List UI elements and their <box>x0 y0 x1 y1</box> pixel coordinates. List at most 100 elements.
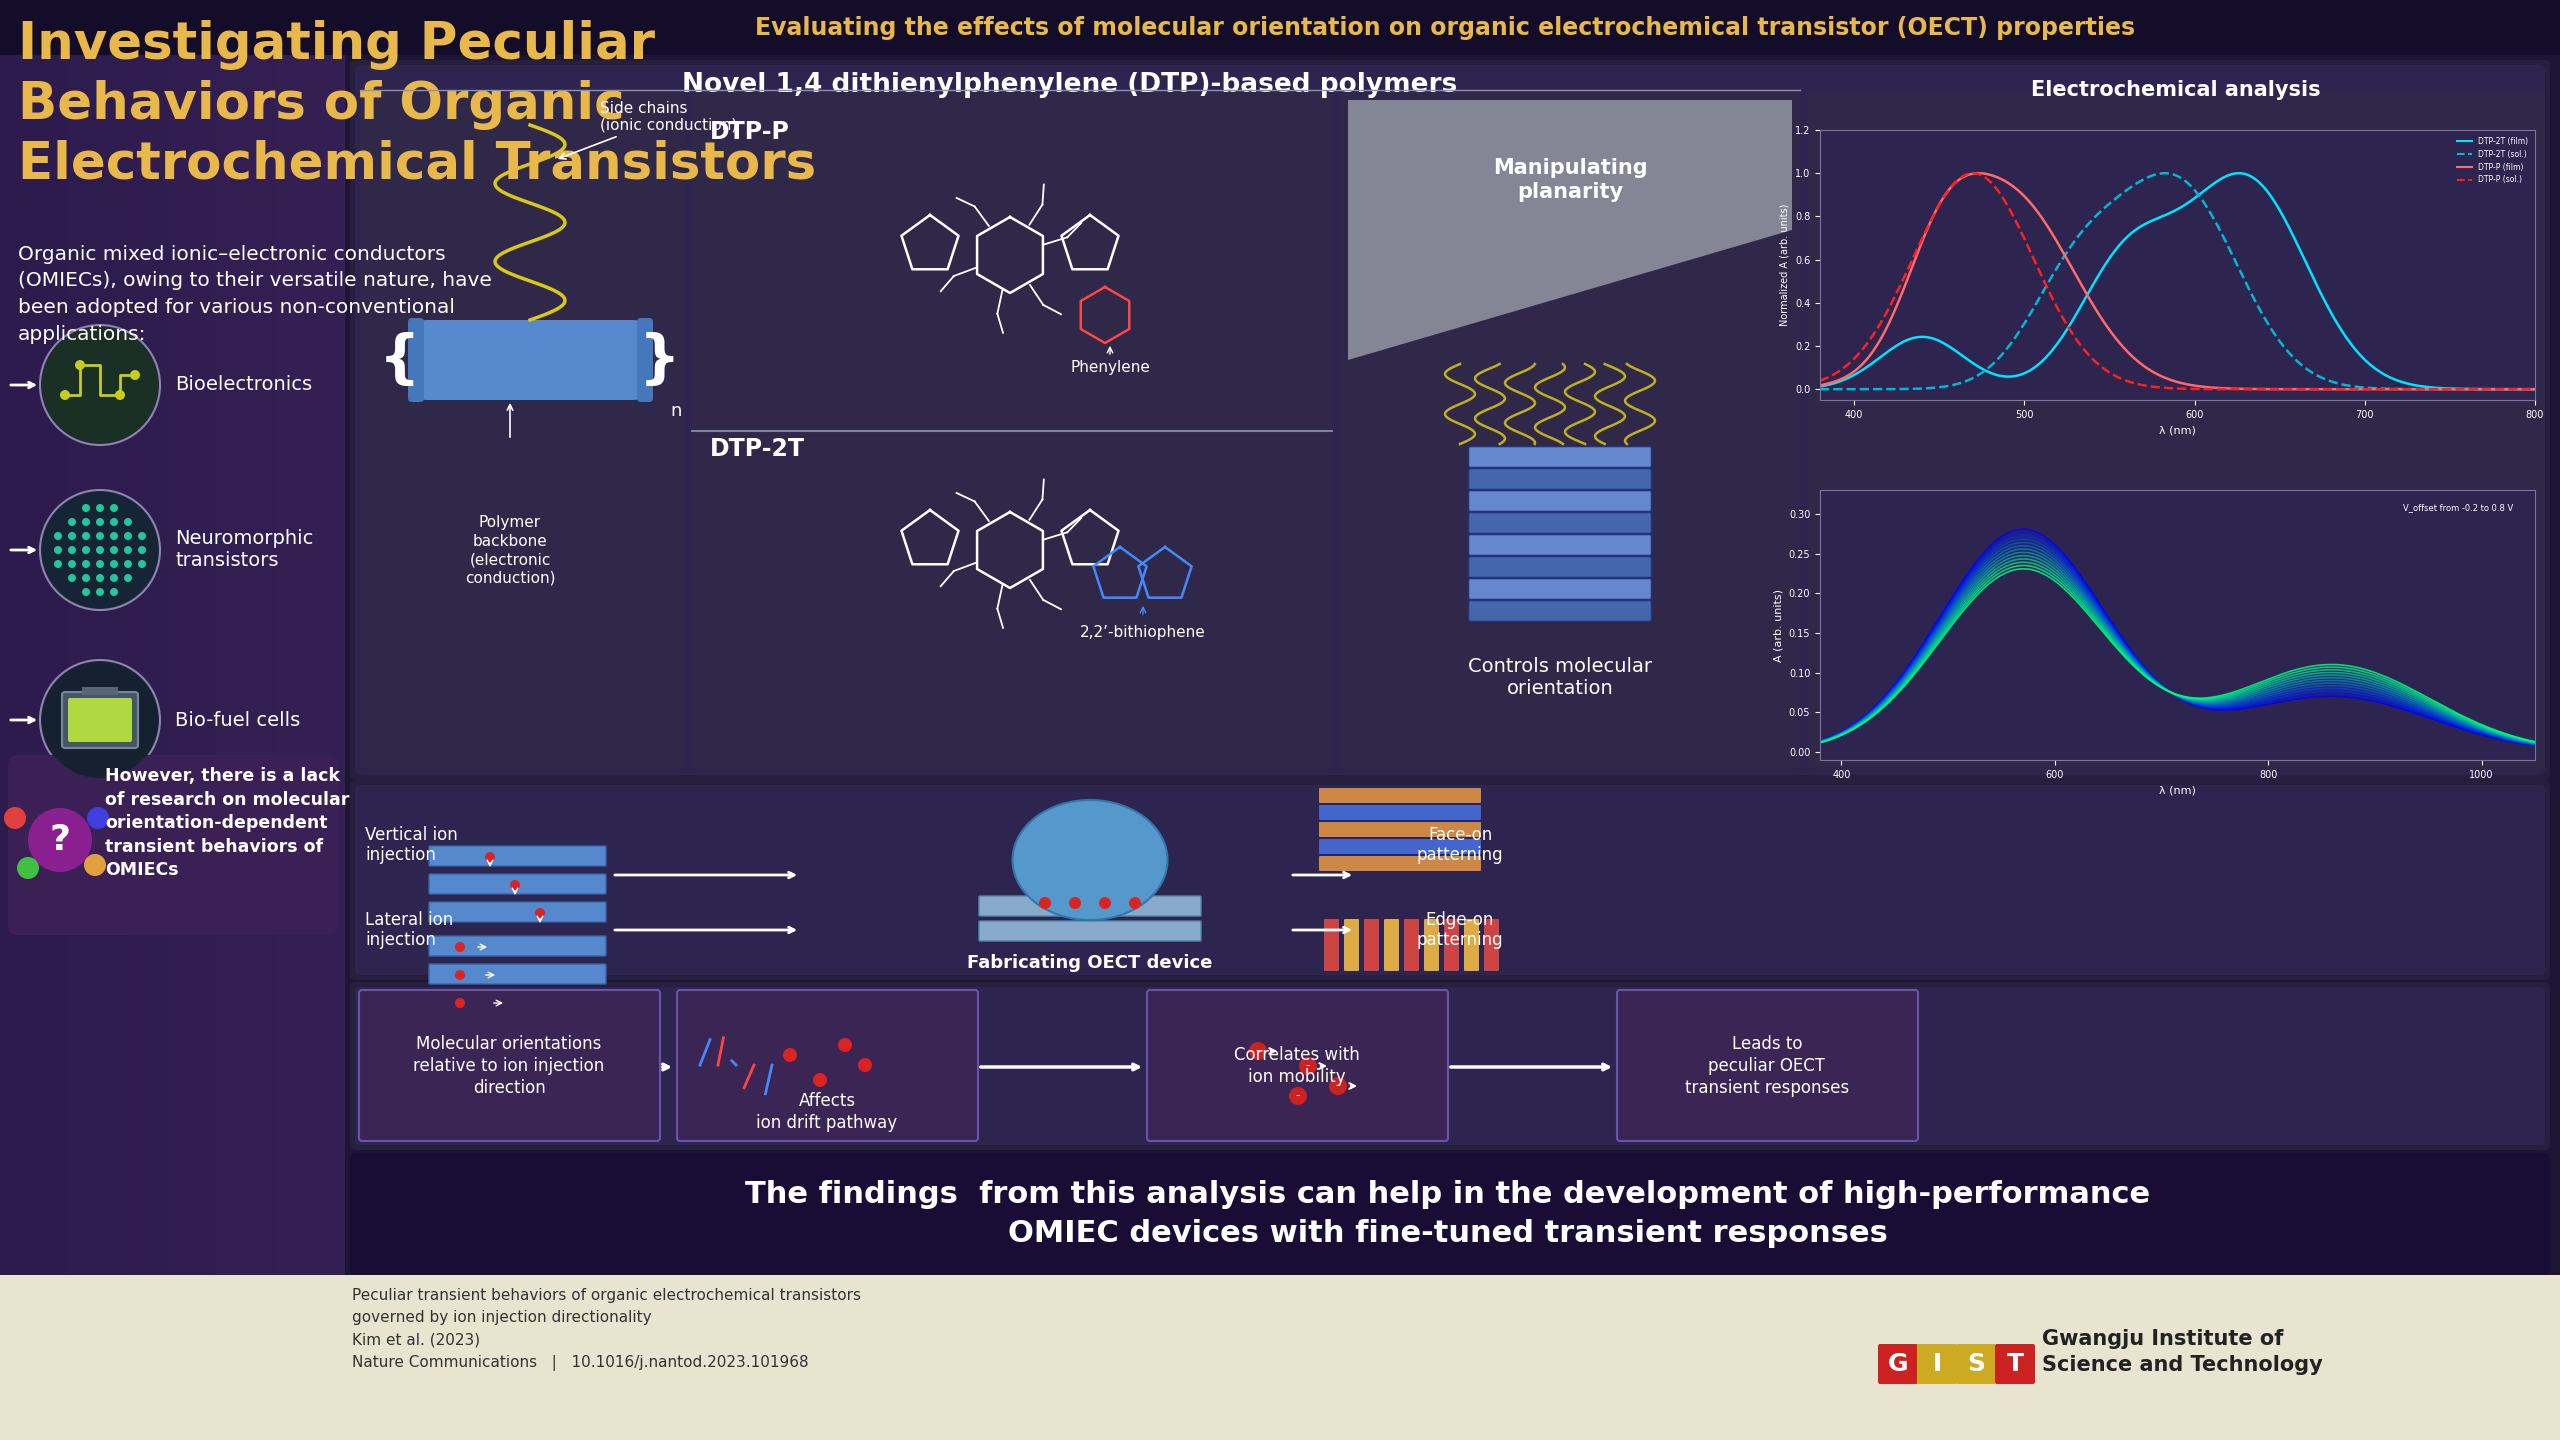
Circle shape <box>1298 1057 1316 1076</box>
Circle shape <box>74 360 84 370</box>
FancyBboxPatch shape <box>430 992 607 1012</box>
FancyBboxPatch shape <box>351 60 2550 780</box>
Text: Face-on
patterning: Face-on patterning <box>1416 825 1503 864</box>
Circle shape <box>1129 897 1142 909</box>
FancyBboxPatch shape <box>1318 788 1482 804</box>
Ellipse shape <box>1014 801 1167 920</box>
Text: }: } <box>640 331 681 389</box>
Circle shape <box>82 518 90 526</box>
Circle shape <box>456 998 466 1008</box>
Circle shape <box>1329 1077 1347 1094</box>
Text: -: - <box>1295 1090 1300 1103</box>
FancyBboxPatch shape <box>1385 919 1398 971</box>
Text: Molecular orientations
relative to ion injection
direction: Molecular orientations relative to ion i… <box>412 1035 604 1097</box>
Circle shape <box>41 662 159 778</box>
Circle shape <box>1039 897 1052 909</box>
FancyBboxPatch shape <box>1618 991 1917 1140</box>
Text: Manipulating
planarity: Manipulating planarity <box>1492 158 1646 202</box>
Circle shape <box>82 546 90 554</box>
Circle shape <box>484 852 494 863</box>
Circle shape <box>82 575 90 582</box>
FancyBboxPatch shape <box>358 991 660 1140</box>
Circle shape <box>1070 897 1080 909</box>
Circle shape <box>138 546 146 554</box>
Circle shape <box>69 575 77 582</box>
Circle shape <box>97 575 105 582</box>
Circle shape <box>123 531 133 540</box>
Text: Lateral ion
injection: Lateral ion injection <box>366 910 453 949</box>
FancyBboxPatch shape <box>1344 919 1359 971</box>
FancyBboxPatch shape <box>1469 536 1651 554</box>
FancyBboxPatch shape <box>356 785 2545 975</box>
Circle shape <box>82 504 90 513</box>
Circle shape <box>97 546 105 554</box>
Circle shape <box>82 588 90 596</box>
FancyBboxPatch shape <box>430 901 607 922</box>
Text: Investigating Peculiar
Behaviors of Organic
Electrochemical Transistors: Investigating Peculiar Behaviors of Orga… <box>18 20 817 190</box>
Circle shape <box>41 327 159 444</box>
Circle shape <box>783 1048 796 1063</box>
FancyBboxPatch shape <box>1469 600 1651 621</box>
Circle shape <box>1098 897 1111 909</box>
FancyBboxPatch shape <box>430 845 607 865</box>
Circle shape <box>110 560 118 567</box>
Text: Gwangju Institute of
Science and Technology: Gwangju Institute of Science and Technol… <box>2043 1329 2322 1375</box>
Text: V_offset from -0.2 to 0.8 V: V_offset from -0.2 to 0.8 V <box>2404 504 2514 513</box>
Circle shape <box>18 857 38 878</box>
FancyBboxPatch shape <box>1469 579 1651 599</box>
Circle shape <box>814 1073 827 1087</box>
Text: Bioelectronics: Bioelectronics <box>174 376 312 395</box>
FancyBboxPatch shape <box>407 318 425 402</box>
Circle shape <box>84 854 105 876</box>
FancyBboxPatch shape <box>1324 919 1339 971</box>
FancyBboxPatch shape <box>1469 491 1651 511</box>
FancyBboxPatch shape <box>430 963 607 984</box>
FancyBboxPatch shape <box>430 936 607 956</box>
Circle shape <box>456 942 466 952</box>
Text: The findings  from this analysis can help in the development of high-performance: The findings from this analysis can help… <box>745 1181 2150 1247</box>
FancyBboxPatch shape <box>61 693 138 747</box>
Circle shape <box>97 518 105 526</box>
Circle shape <box>110 575 118 582</box>
Text: Peculiar transient behaviors of organic electrochemical transistors
governed by : Peculiar transient behaviors of organic … <box>353 1287 860 1371</box>
Text: Affects
ion drift pathway: Affects ion drift pathway <box>755 1092 899 1132</box>
Circle shape <box>82 560 90 567</box>
Polygon shape <box>1349 99 1792 360</box>
Y-axis label: A (arb. units): A (arb. units) <box>1774 589 1784 661</box>
Circle shape <box>54 531 61 540</box>
FancyBboxPatch shape <box>1879 1344 1917 1384</box>
Text: Polymer
backbone
(electronic
conduction): Polymer backbone (electronic conduction) <box>466 516 556 586</box>
Circle shape <box>138 531 146 540</box>
Circle shape <box>535 909 545 919</box>
Text: -: - <box>1257 1044 1260 1057</box>
Circle shape <box>41 490 159 611</box>
FancyBboxPatch shape <box>676 991 978 1140</box>
Circle shape <box>87 806 110 829</box>
Circle shape <box>97 588 105 596</box>
Circle shape <box>28 808 92 873</box>
Circle shape <box>110 518 118 526</box>
Text: Fabricating OECT device: Fabricating OECT device <box>968 953 1213 972</box>
Circle shape <box>69 560 77 567</box>
FancyBboxPatch shape <box>1956 1344 1997 1384</box>
FancyBboxPatch shape <box>1469 557 1651 577</box>
Circle shape <box>110 588 118 596</box>
Circle shape <box>509 880 520 890</box>
FancyBboxPatch shape <box>1147 991 1449 1140</box>
Circle shape <box>131 370 141 380</box>
Circle shape <box>110 504 118 513</box>
Circle shape <box>41 492 159 608</box>
FancyBboxPatch shape <box>1339 92 1800 770</box>
FancyBboxPatch shape <box>430 874 607 894</box>
Text: -: - <box>1336 1080 1341 1093</box>
Bar <box>346 0 2560 1440</box>
FancyBboxPatch shape <box>1444 919 1459 971</box>
Circle shape <box>1249 1043 1267 1060</box>
Text: Edge-on
patterning: Edge-on patterning <box>1416 910 1503 949</box>
X-axis label: λ (nm): λ (nm) <box>2158 425 2196 435</box>
Circle shape <box>69 546 77 554</box>
FancyBboxPatch shape <box>1464 919 1480 971</box>
Text: Vertical ion
injection: Vertical ion injection <box>366 825 458 864</box>
Text: G: G <box>1887 1352 1907 1377</box>
Text: Novel 1,4 dithienylphenylene (DTP)-based polymers: Novel 1,4 dithienylphenylene (DTP)-based… <box>684 72 1457 98</box>
